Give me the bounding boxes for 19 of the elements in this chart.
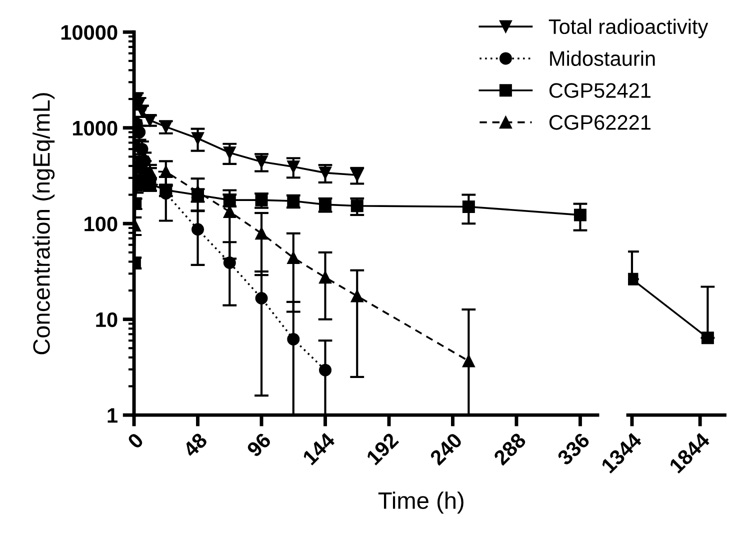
- y-tick-label: 1: [108, 408, 118, 423]
- y-axis-title: Concentration (ngEq/mL): [32, 93, 55, 354]
- x-tick-label: 288: [492, 432, 527, 466]
- y-tick-label: 10000: [61, 25, 118, 40]
- legend-label: Midostaurin: [550, 50, 655, 66]
- legend-label: CGP62221: [549, 115, 650, 130]
- x-tick-label: 0: [126, 432, 144, 450]
- y-tick-label: 100: [84, 216, 118, 232]
- legend-label: Total radioactivity: [548, 18, 708, 38]
- y-tick-label: 10: [96, 312, 118, 328]
- x-tick-label: 336: [556, 432, 591, 466]
- x-axis-title: Time (h): [378, 492, 464, 514]
- x-tick-label: 144: [302, 432, 336, 466]
- x-tick-label: 192: [366, 432, 400, 466]
- x-tick-label: 240: [429, 432, 463, 466]
- x-tick-label: 48: [182, 432, 208, 458]
- x-tick-label: 96: [246, 432, 272, 458]
- y-tick-label: 1000: [73, 120, 118, 136]
- legend-label: CGP52421: [549, 83, 650, 98]
